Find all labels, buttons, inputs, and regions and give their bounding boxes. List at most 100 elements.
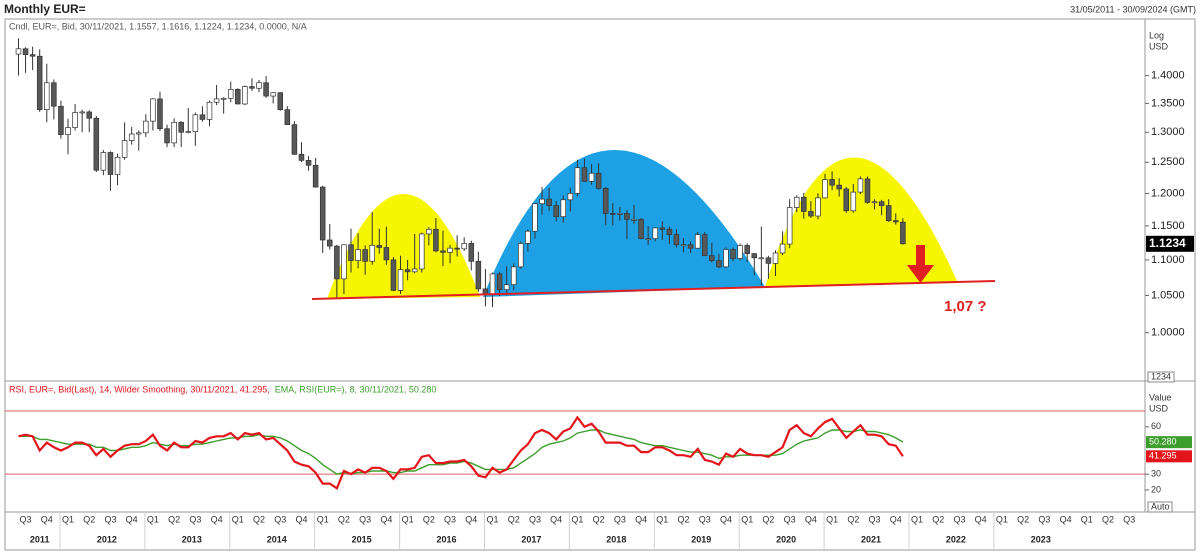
candle-body — [694, 234, 701, 249]
y-tick-label: 1.4000 — [1151, 70, 1185, 82]
candle-body — [461, 243, 467, 250]
candle-body — [560, 199, 566, 218]
x-tick-label: Q4 — [635, 514, 647, 524]
x-tick-label: Q3 — [189, 514, 201, 524]
candle-body — [411, 268, 418, 273]
x-tick-label: Q2 — [762, 514, 774, 524]
x-tick-label: Q3 — [359, 514, 371, 524]
x-tick-label: Q1 — [911, 514, 923, 524]
x-year-label: 2017 — [521, 534, 541, 544]
unit-label: USD — [1149, 41, 1169, 51]
arrow-head — [907, 265, 934, 283]
candle-body — [29, 54, 36, 57]
candle-body — [65, 127, 71, 135]
candle-body — [624, 213, 630, 220]
x-tick-label: Q1 — [147, 514, 159, 524]
candle-body — [319, 186, 326, 241]
rsi-unit-label: USD — [1149, 403, 1169, 413]
target-annotation: 1,07 ? — [944, 298, 987, 315]
candle-body — [341, 244, 347, 280]
x-year-label: 2014 — [267, 534, 287, 544]
axis-stub: 1234 — [1151, 371, 1171, 381]
x-axis: Q3 Q4 Q1 Q2 Q3 Q4 Q1 Q2 Q3 Q4 Q1 Q2 Q3 Q4 Q1 Q2 Q3 Q4 Q1 Q2… — [20, 512, 1135, 550]
auto-box — [1147, 501, 1173, 513]
x-tick-label: Q1 — [317, 514, 329, 524]
x-tick-label: Q2 — [338, 514, 350, 524]
candle-body — [348, 244, 354, 261]
x-tick-label: Q1 — [402, 514, 414, 524]
candle-body — [454, 247, 460, 250]
candle-body — [199, 114, 206, 120]
candle-body — [878, 201, 885, 206]
candle-body — [376, 245, 383, 248]
rsi-legend: RSI, EUR=, Bid(Last), 14, Wilder Smoothi… — [9, 384, 270, 394]
candle-body — [553, 205, 559, 218]
candle-body — [666, 228, 673, 235]
candle-body — [772, 252, 779, 264]
x-tick-label: Q1 — [741, 514, 753, 524]
candle-body — [397, 269, 404, 291]
candle-body — [893, 220, 899, 223]
candle-body — [836, 184, 842, 190]
last-price: 1.1234 — [1149, 236, 1186, 250]
candle-body — [510, 266, 517, 285]
x-tick-label: Q2 — [423, 514, 435, 524]
overlay: 1,07 ? — [311, 245, 996, 315]
right-shoulder — [765, 157, 958, 287]
x-tick-label: Q2 — [593, 514, 605, 524]
x-year-label: 2015 — [352, 534, 372, 544]
candle-body — [164, 128, 170, 144]
candle-body — [93, 117, 100, 171]
candle-body — [192, 114, 199, 132]
candle-body — [503, 284, 510, 290]
x-tick-label: Q2 — [847, 514, 859, 524]
x-tick-label: Q1 — [62, 514, 74, 524]
candle-body — [595, 172, 602, 189]
x-tick-label: Q4 — [465, 514, 477, 524]
x-year-label: 2013 — [182, 534, 202, 544]
x-tick-label: Q3 — [614, 514, 626, 524]
candle-body — [574, 167, 581, 194]
x-year-label: 2022 — [946, 534, 966, 544]
y-tick-label: 1.2500 — [1151, 156, 1185, 168]
candle-body — [220, 97, 227, 100]
x-tick-label: Q3 — [699, 514, 711, 524]
neckline — [311, 280, 996, 300]
candle-body — [242, 86, 248, 105]
x-tick-label: Q2 — [168, 514, 180, 524]
y-tick-label: 1.0000 — [1151, 327, 1185, 339]
candle-body — [213, 98, 220, 103]
candle-body — [44, 82, 50, 111]
candle-body — [751, 253, 758, 259]
last-value-box — [1146, 436, 1192, 449]
candle-body — [36, 55, 43, 111]
x-tick-label: Q1 — [656, 514, 668, 524]
candle-body — [567, 193, 574, 201]
x-tick-label: Q3 — [20, 514, 32, 524]
y-tick-label: 1.2000 — [1151, 187, 1185, 199]
x-tick-label: Q2 — [932, 514, 944, 524]
last-value-box — [1146, 450, 1192, 463]
price-legend: Cndl, EUR=, Bid, 30/11/2021, 1.1557, 1.1… — [9, 21, 307, 31]
candle-body — [539, 198, 545, 205]
candle-body — [15, 48, 22, 55]
candle-body — [447, 247, 453, 253]
candle-body — [680, 244, 687, 247]
candle-body — [355, 249, 361, 261]
candle-body — [885, 205, 892, 221]
candle-body — [581, 167, 588, 182]
candle-body — [114, 156, 121, 175]
x-tick-label: Q2 — [508, 514, 520, 524]
candle-body — [157, 98, 163, 130]
candle-body — [645, 238, 651, 241]
candle-body — [765, 257, 772, 264]
frame — [4, 18, 1196, 551]
auto-label: Auto — [1151, 501, 1170, 511]
candle-body — [58, 105, 64, 135]
candle-body — [857, 178, 864, 193]
candle-body — [525, 230, 531, 244]
candle-body — [227, 89, 234, 99]
x-tick-label: Q3 — [1123, 514, 1135, 524]
candle-body — [312, 164, 319, 188]
y-tick-label: 1.3000 — [1151, 126, 1185, 138]
